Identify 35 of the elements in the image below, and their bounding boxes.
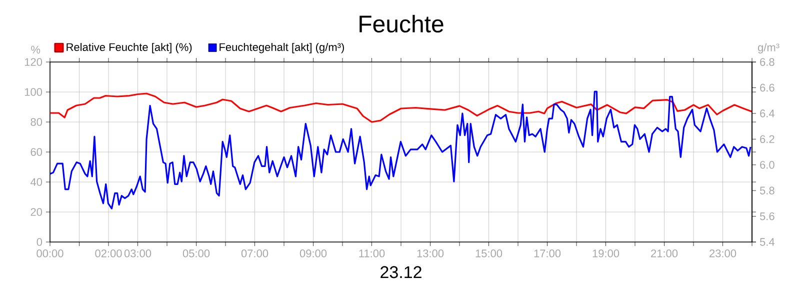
- x-tick-label: 17:00: [534, 250, 561, 258]
- x-tick-label: 03:00: [124, 250, 152, 258]
- x-tick-label: 00:00: [36, 250, 64, 258]
- y-tick-label: 100: [24, 88, 42, 96]
- y-tick-label: 120: [24, 58, 42, 66]
- line-series: [50, 92, 752, 123]
- x-tick-label: 19:00: [592, 250, 620, 258]
- x-tick-label: 02:00: [95, 250, 122, 258]
- x-tick-label: 05:00: [182, 250, 210, 258]
- chart-title: Feuchte: [360, 14, 444, 32]
- y2-axis-title: g/m³: [758, 43, 780, 54]
- y2-tick-label: 5.8: [760, 186, 774, 194]
- y2-tick-label: 6.8: [760, 58, 774, 66]
- y-tick-label: 20: [30, 208, 42, 216]
- y-tick-label: 0: [36, 238, 42, 246]
- legend-label: Feuchtegehalt [akt] (g/m³): [220, 42, 344, 54]
- y2-tick-label: 5.4: [760, 238, 774, 246]
- x-tick-label: 09:00: [300, 250, 327, 258]
- x-tick-label: 21:00: [651, 250, 678, 258]
- x-tick-label: 07:00: [241, 250, 268, 258]
- y-axis-title: %: [31, 46, 40, 54]
- x-axis-title: 23.12: [380, 266, 422, 278]
- y-tick-label: 80: [30, 118, 42, 126]
- legend-label: Relative Feuchte [akt] (%): [66, 42, 192, 54]
- x-tick-label: 11:00: [359, 250, 385, 258]
- x-tick-label: 23:00: [710, 250, 736, 258]
- y2-tick-label: 6.0: [760, 160, 774, 169]
- y-tick-label: 40: [30, 178, 42, 186]
- y2-tick-label: 6.2: [760, 135, 774, 144]
- y2-tick-label: 5.6: [760, 212, 774, 220]
- x-tick-label: 13:00: [417, 250, 444, 258]
- y-tick-label: 60: [30, 148, 42, 156]
- x-tick-label: 15:00: [476, 250, 502, 258]
- y2-tick-label: 6.4: [760, 110, 774, 118]
- y2-tick-label: 6.6: [760, 84, 774, 92]
